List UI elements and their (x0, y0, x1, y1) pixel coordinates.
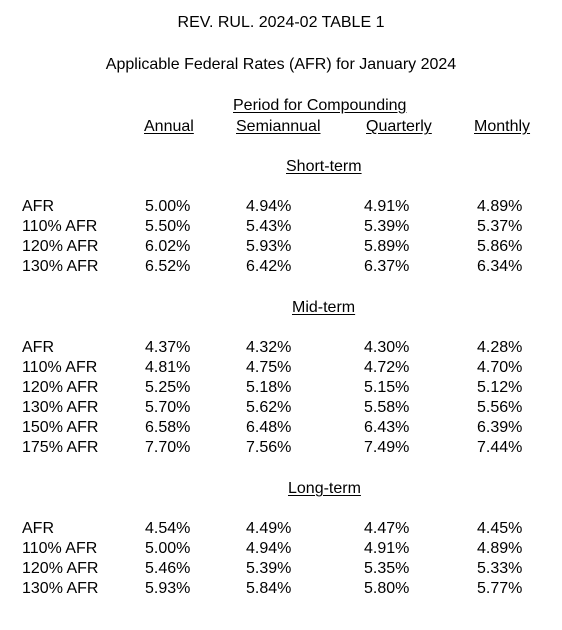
rate-semiannual: 5.39% (246, 560, 292, 577)
row-label: AFR (22, 520, 54, 537)
row-label: 110% AFR (22, 218, 98, 235)
row-label: 110% AFR (22, 359, 98, 376)
rate-annual: 5.00% (145, 540, 191, 557)
rate-quarterly: 5.35% (364, 560, 410, 577)
rate-monthly: 4.28% (477, 339, 523, 356)
column-header-annual: Annual (144, 118, 194, 135)
table-title: REV. RUL. 2024-02 TABLE 1 (177, 14, 385, 31)
section-title-long-term: Long-term (288, 480, 361, 497)
rate-annual: 7.70% (145, 439, 191, 456)
row-label: 130% AFR (22, 399, 99, 416)
row-label: 130% AFR (22, 580, 99, 597)
rate-quarterly: 4.47% (364, 520, 410, 537)
rate-annual: 5.50% (145, 218, 191, 235)
section-title-mid-term: Mid-term (292, 299, 356, 316)
rate-semiannual: 6.42% (246, 258, 292, 275)
rate-annual: 6.58% (145, 419, 191, 436)
rate-quarterly: 5.80% (364, 580, 410, 597)
rate-quarterly: 5.15% (364, 379, 410, 396)
rate-semiannual: 7.56% (246, 439, 292, 456)
rate-semiannual: 5.43% (246, 218, 292, 235)
row-label: AFR (22, 339, 54, 356)
rate-annual: 4.81% (145, 359, 191, 376)
rate-monthly: 5.37% (477, 218, 523, 235)
rate-monthly: 6.34% (477, 258, 523, 275)
row-label: 130% AFR (22, 258, 99, 275)
rate-quarterly: 5.89% (364, 238, 410, 255)
rate-semiannual: 5.62% (246, 399, 292, 416)
rate-semiannual: 6.48% (246, 419, 292, 436)
rate-monthly: 4.70% (477, 359, 523, 376)
rate-monthly: 5.12% (477, 379, 523, 396)
rate-semiannual: 4.49% (246, 520, 292, 537)
rate-quarterly: 6.43% (364, 419, 410, 436)
column-header-monthly: Monthly (474, 118, 531, 135)
rate-quarterly: 7.49% (364, 439, 410, 456)
row-label: 175% AFR (22, 439, 99, 456)
rate-monthly: 4.89% (477, 540, 523, 557)
column-header-quarterly: Quarterly (366, 118, 432, 135)
rate-quarterly: 4.91% (364, 198, 410, 215)
rate-semiannual: 4.32% (246, 339, 292, 356)
rate-quarterly: 4.91% (364, 540, 410, 557)
rate-quarterly: 5.39% (364, 218, 410, 235)
rate-annual: 5.46% (145, 560, 191, 577)
rate-quarterly: 5.58% (364, 399, 410, 416)
row-label: AFR (22, 198, 54, 215)
rate-monthly: 5.56% (477, 399, 523, 416)
row-label: 150% AFR (22, 419, 99, 436)
rate-annual: 6.02% (145, 238, 191, 255)
rate-semiannual: 4.94% (246, 540, 292, 557)
rate-semiannual: 4.94% (246, 198, 292, 215)
rate-monthly: 4.89% (477, 198, 523, 215)
rate-semiannual: 5.84% (246, 580, 292, 597)
rate-monthly: 5.77% (477, 580, 523, 597)
row-label: 120% AFR (22, 560, 99, 577)
rate-annual: 5.00% (145, 198, 191, 215)
rate-semiannual: 5.18% (246, 379, 292, 396)
rate-annual: 4.54% (145, 520, 191, 537)
rate-monthly: 7.44% (477, 439, 523, 456)
row-label: 110% AFR (22, 540, 98, 557)
section-title-short-term: Short-term (286, 158, 362, 175)
rate-annual: 5.70% (145, 399, 191, 416)
rate-monthly: 5.86% (477, 238, 523, 255)
rate-annual: 4.37% (145, 339, 191, 356)
table-subtitle: Applicable Federal Rates (AFR) for Janua… (105, 56, 457, 73)
rate-annual: 6.52% (145, 258, 191, 275)
period-header: Period for Compounding (233, 97, 407, 114)
rate-annual: 5.93% (145, 580, 191, 597)
rate-quarterly: 4.30% (364, 339, 410, 356)
row-label: 120% AFR (22, 379, 99, 396)
row-label: 120% AFR (22, 238, 99, 255)
rate-monthly: 5.33% (477, 560, 523, 577)
rate-semiannual: 5.93% (246, 238, 292, 255)
rate-quarterly: 4.72% (364, 359, 410, 376)
rate-monthly: 4.45% (477, 520, 523, 537)
rate-semiannual: 4.75% (246, 359, 292, 376)
rate-annual: 5.25% (145, 379, 191, 396)
column-header-semiannual: Semiannual (236, 118, 321, 135)
rate-monthly: 6.39% (477, 419, 523, 436)
rate-quarterly: 6.37% (364, 258, 410, 275)
